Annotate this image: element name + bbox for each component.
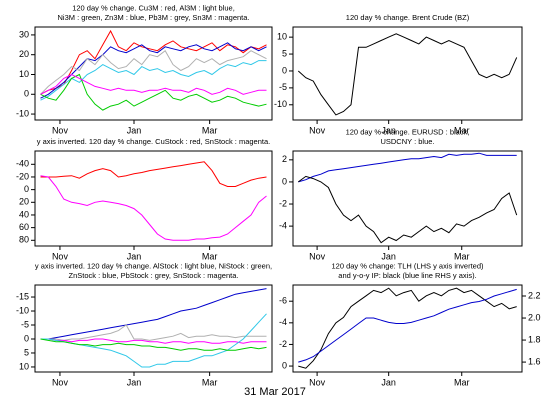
y-tick-label: -4	[279, 220, 287, 230]
chart-title: 120 day % change: TLH (LHS y axis invert…	[331, 261, 484, 270]
plot-frame	[292, 284, 523, 373]
x-tick-label: Nov	[52, 125, 69, 135]
y2-tick-label: 1.6	[528, 356, 541, 366]
series-line	[298, 287, 517, 369]
chart-title: y axis inverted. 120 day % change. CuSto…	[37, 137, 270, 146]
series-line	[40, 49, 267, 95]
footer-date: 31 Mar 2017	[244, 386, 306, 398]
y-tick-label: 5	[24, 347, 29, 357]
y-tick-label: 10	[277, 32, 287, 42]
y-tick-label: -5	[279, 82, 287, 92]
series-line	[40, 161, 267, 187]
y-tick-label: 60	[19, 222, 29, 232]
chart-title: Ni3M : green, Zn3M : blue, Pb3M : grey, …	[57, 13, 249, 22]
series-line	[40, 338, 267, 351]
x-tick-label: Nov	[52, 251, 69, 261]
y-tick-label: -6	[279, 296, 287, 306]
series-line	[40, 175, 267, 241]
y-tick-label: 0	[24, 89, 29, 99]
y-tick-label: 0	[24, 333, 29, 343]
x-tick-label: Mar	[202, 125, 218, 135]
series-line	[40, 42, 267, 99]
y-tick-label: -2	[279, 198, 287, 208]
y-tick-label: 0	[282, 176, 287, 186]
x-tick-label: Jan	[127, 377, 142, 387]
x-tick-label: Mar	[454, 251, 470, 261]
x-tick-label: Jan	[127, 251, 142, 261]
y2-tick-label: 2.2	[528, 290, 541, 300]
series-line	[298, 288, 517, 363]
y-tick-label: 5	[282, 48, 287, 58]
y-tick-label: -10	[16, 108, 29, 118]
plot-frame	[292, 150, 523, 247]
x-tick-label: Jan	[127, 125, 142, 135]
x-tick-label: Mar	[454, 377, 470, 387]
series-line	[40, 73, 267, 95]
x-tick-label: Nov	[52, 377, 69, 387]
series-line	[40, 73, 267, 111]
y-tick-label: -40	[16, 159, 29, 169]
y-tick-label: 80	[19, 235, 29, 245]
series-line	[40, 338, 267, 344]
x-tick-label: Jan	[381, 125, 396, 135]
chart-title: ZnStock : blue, PbStock : grey, SnStock …	[69, 271, 239, 280]
x-tick-label: Nov	[309, 125, 326, 135]
y-tick-label: 40	[19, 209, 29, 219]
y2-tick-label: 2.0	[528, 312, 541, 322]
y-tick-label: 0	[282, 65, 287, 75]
y-tick-label: -10	[16, 305, 29, 315]
y-tick-label: -5	[21, 319, 29, 329]
y-tick-label: 10	[19, 361, 29, 371]
chart-title: and y-o-y IP: black (blue line RHS y axi…	[338, 271, 476, 280]
chart-title: y axis inverted. 120 day % change. AlSto…	[35, 261, 272, 270]
x-tick-label: Mar	[454, 125, 470, 135]
chart-title: 120 day % change. Cu3M : red, Al3M : lig…	[72, 3, 235, 12]
y-tick-label: -15	[16, 291, 29, 301]
x-tick-label: Mar	[202, 251, 218, 261]
chart-title: USDCNY : blue.	[380, 137, 434, 146]
x-tick-label: Jan	[381, 377, 396, 387]
y-tick-label: 0	[282, 360, 287, 370]
y-tick-label: -20	[16, 171, 29, 181]
series-line	[297, 33, 518, 116]
series-line	[298, 175, 518, 244]
y2-tick-label: 1.8	[528, 334, 541, 344]
series-line	[40, 60, 267, 101]
y-tick-label: 20	[19, 49, 29, 59]
y-tick-label: -10	[274, 99, 287, 109]
y-tick-label: 2	[282, 154, 287, 164]
x-tick-label: Nov	[309, 377, 326, 387]
y-tick-label: 20	[19, 197, 29, 207]
chart-title: 120 day % change. EURUSD : black,	[346, 127, 470, 136]
series-line	[40, 288, 267, 340]
y-tick-label: 10	[19, 69, 29, 79]
plot-frame	[34, 150, 273, 247]
x-tick-label: Mar	[202, 377, 218, 387]
chart-title: 120 day % change. Brent Crude (BZ)	[346, 13, 470, 22]
x-tick-label: Nov	[309, 251, 326, 261]
y-tick-label: -4	[279, 317, 287, 327]
series-line	[298, 152, 517, 183]
x-tick-label: Jan	[381, 251, 396, 261]
series-line	[40, 313, 267, 368]
plot-frame	[34, 26, 273, 121]
y-tick-label: 0	[24, 184, 29, 194]
y-tick-label: -2	[279, 339, 287, 349]
plot-frame	[34, 284, 273, 373]
y-tick-label: 30	[19, 29, 29, 39]
plot-frame	[292, 26, 523, 121]
series-line	[40, 324, 267, 341]
series-line	[40, 29, 267, 95]
